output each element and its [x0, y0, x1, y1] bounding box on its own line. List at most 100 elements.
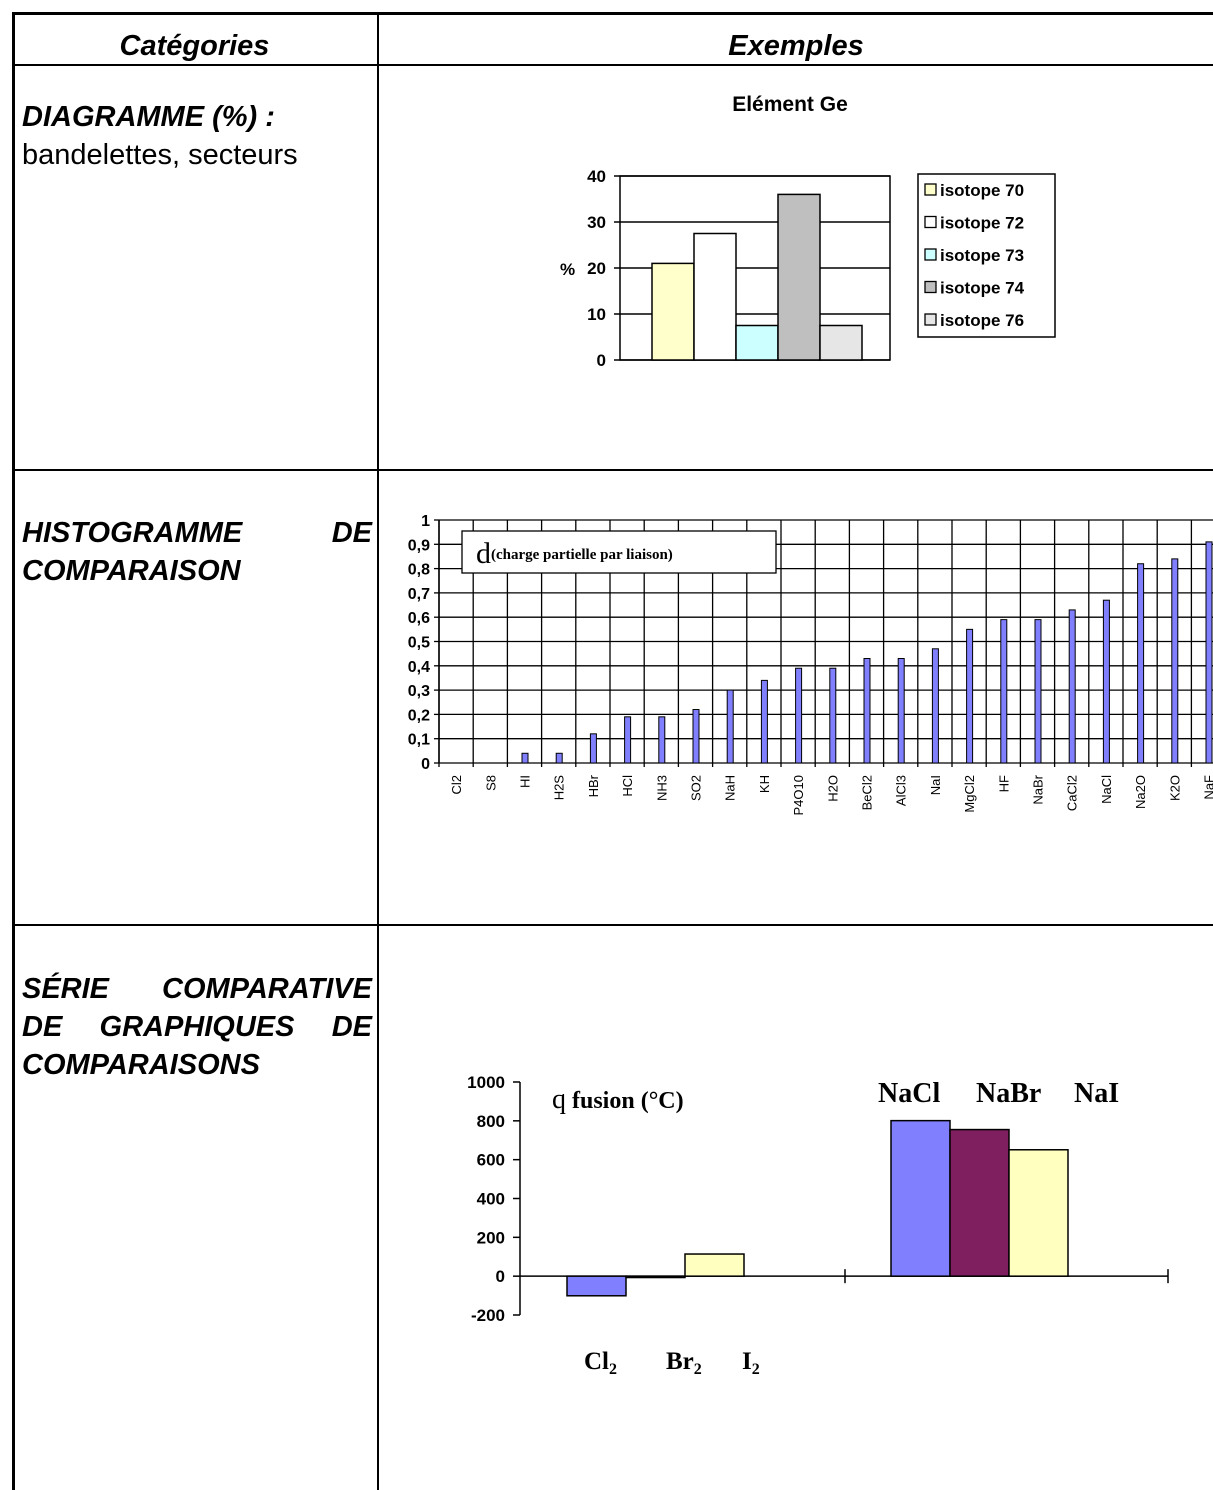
legend-label: isotope 70 [940, 181, 1024, 200]
x-tick-label: HCl [620, 775, 635, 797]
bar-isotope-72 [693, 232, 737, 361]
table-border-left [12, 12, 15, 1490]
group-label: Br2 [666, 1348, 702, 1378]
legend-label: isotope 73 [940, 246, 1024, 265]
y-tick-label: 0,5 [408, 635, 430, 652]
bar-isotope-74 [777, 193, 821, 361]
legend-label: isotope 74 [940, 279, 1025, 298]
bar-H2S [555, 752, 563, 764]
category-histogramme: HISTOGRAMME DE COMPARAISON [22, 514, 372, 590]
column-divider [377, 12, 379, 1490]
table-border-top [12, 12, 1213, 15]
bar-HI [521, 752, 529, 764]
partial-charge-chart: 0 0,1 0,2 0,3 0,4 0,5 0,6 0,7 0,8 0,9 1 Cl2 S8 HI H2S H… [408, 513, 1213, 815]
bar-NaF [1205, 541, 1213, 764]
label-base: I [742, 1348, 752, 1375]
y-tick-label: 0,8 [408, 562, 430, 579]
bar-MgCl2 [966, 628, 974, 764]
x-tick-label: HI [518, 775, 533, 788]
header-divider [12, 64, 1213, 66]
x-tick-label: HBr [586, 774, 601, 797]
bar-isotope-73 [735, 324, 779, 361]
chart-title: d(charge partielle par liaison) [476, 537, 673, 570]
legend-swatch [924, 313, 937, 326]
y-tick-label: 200 [477, 1228, 505, 1247]
x-tick-label: Cl2 [449, 775, 464, 795]
x-tick-label: SO2 [689, 775, 704, 801]
bar-BeCl2 [863, 658, 871, 764]
x-tick-label: NaCl [1099, 775, 1114, 804]
bar-CaCl2 [1068, 609, 1076, 764]
x-tick-label: K2O [1167, 775, 1182, 801]
header-categories: Catégories [119, 30, 270, 62]
bar-NaI [931, 648, 939, 764]
bar-AlCl3 [897, 658, 905, 764]
y-tick-label: -200 [471, 1306, 505, 1325]
y-tick-label: 0,7 [408, 586, 430, 603]
bar-NaCl [1102, 599, 1110, 764]
bar-Br2 [625, 1275, 686, 1279]
title-text: (charge partielle par liaison) [491, 547, 673, 563]
isotope-chart: Elément Ge 0 10 20 30 40% isotope 70 isotope 72… [560, 93, 1056, 370]
y-tick-label: 30 [587, 213, 606, 232]
group-label: NaBr [976, 1078, 1041, 1109]
x-tick-label: NH3 [654, 775, 669, 801]
y-tick-label: 0 [597, 351, 606, 370]
label-sub: 2 [752, 1361, 760, 1378]
y-tick-label: 0,1 [408, 732, 430, 749]
y-tick-label: 0,2 [408, 707, 430, 724]
y-tick-label: 1 [421, 513, 430, 530]
bar-KH [760, 679, 768, 764]
y-tick-label: 0,6 [408, 610, 430, 627]
bar-H2O [829, 667, 837, 764]
y-tick-label: 0 [421, 756, 430, 773]
bar-HBr [589, 733, 597, 764]
row-divider-1 [12, 469, 1213, 471]
bar-NaCl [890, 1119, 951, 1277]
category-title-line3: COMPARAISONS [22, 1049, 260, 1081]
y-tick-label: 0,9 [408, 537, 430, 554]
y-tick-label: 0,4 [408, 659, 430, 676]
legend-swatch [924, 215, 937, 229]
legend-label: isotope 76 [940, 311, 1024, 330]
x-tick-label: Na2O [1133, 775, 1148, 809]
bar-NaBr [949, 1128, 1010, 1277]
y-tick-label: 800 [477, 1112, 505, 1131]
x-tick-label: S8 [483, 775, 498, 791]
bar-K2O [1171, 558, 1179, 764]
label-sub: 2 [609, 1361, 617, 1378]
bar-Cl2 [566, 1275, 627, 1297]
header-examples: Exemples [728, 30, 864, 62]
category-title: DIAGRAMME (%) : [22, 101, 275, 133]
bar-I2 [684, 1253, 745, 1277]
x-tick-label: P4O10 [791, 775, 806, 815]
bar-isotope-70 [651, 262, 695, 361]
legend-swatch [924, 248, 937, 261]
x-tick-label: H2O [825, 775, 840, 802]
bar-P4O10 [795, 667, 803, 764]
bar-Na2O [1137, 563, 1145, 764]
y-tick-label: 0,3 [408, 683, 430, 700]
x-tick-label: NaH [723, 775, 738, 801]
x-tick-label: KH [757, 775, 772, 793]
bar-isotope-76 [819, 324, 863, 361]
chart-title: q fusion (°C) [552, 1084, 684, 1115]
y-axis-label: % [560, 260, 575, 279]
x-tick-label: NaF [1202, 775, 1213, 800]
label-sub: 2 [694, 1361, 702, 1378]
x-tick-label: HF [996, 775, 1011, 792]
group-label: NaCl [878, 1078, 940, 1109]
chart-title-box [461, 530, 777, 574]
bar-NaBr [1034, 619, 1042, 764]
bar-SO2 [692, 709, 700, 764]
category-subtitle: bandelettes, secteurs [22, 139, 298, 171]
group-label: Cl2 [584, 1348, 617, 1378]
y-tick-label: 10 [587, 305, 606, 324]
bar-HF [1000, 619, 1008, 764]
group-label: I2 [742, 1348, 760, 1378]
category-title-line2: COMPARAISON [22, 555, 241, 587]
x-tick-label: CaCl2 [1065, 775, 1080, 811]
bar-NaI [1008, 1149, 1069, 1277]
bar-HCl [624, 716, 632, 764]
